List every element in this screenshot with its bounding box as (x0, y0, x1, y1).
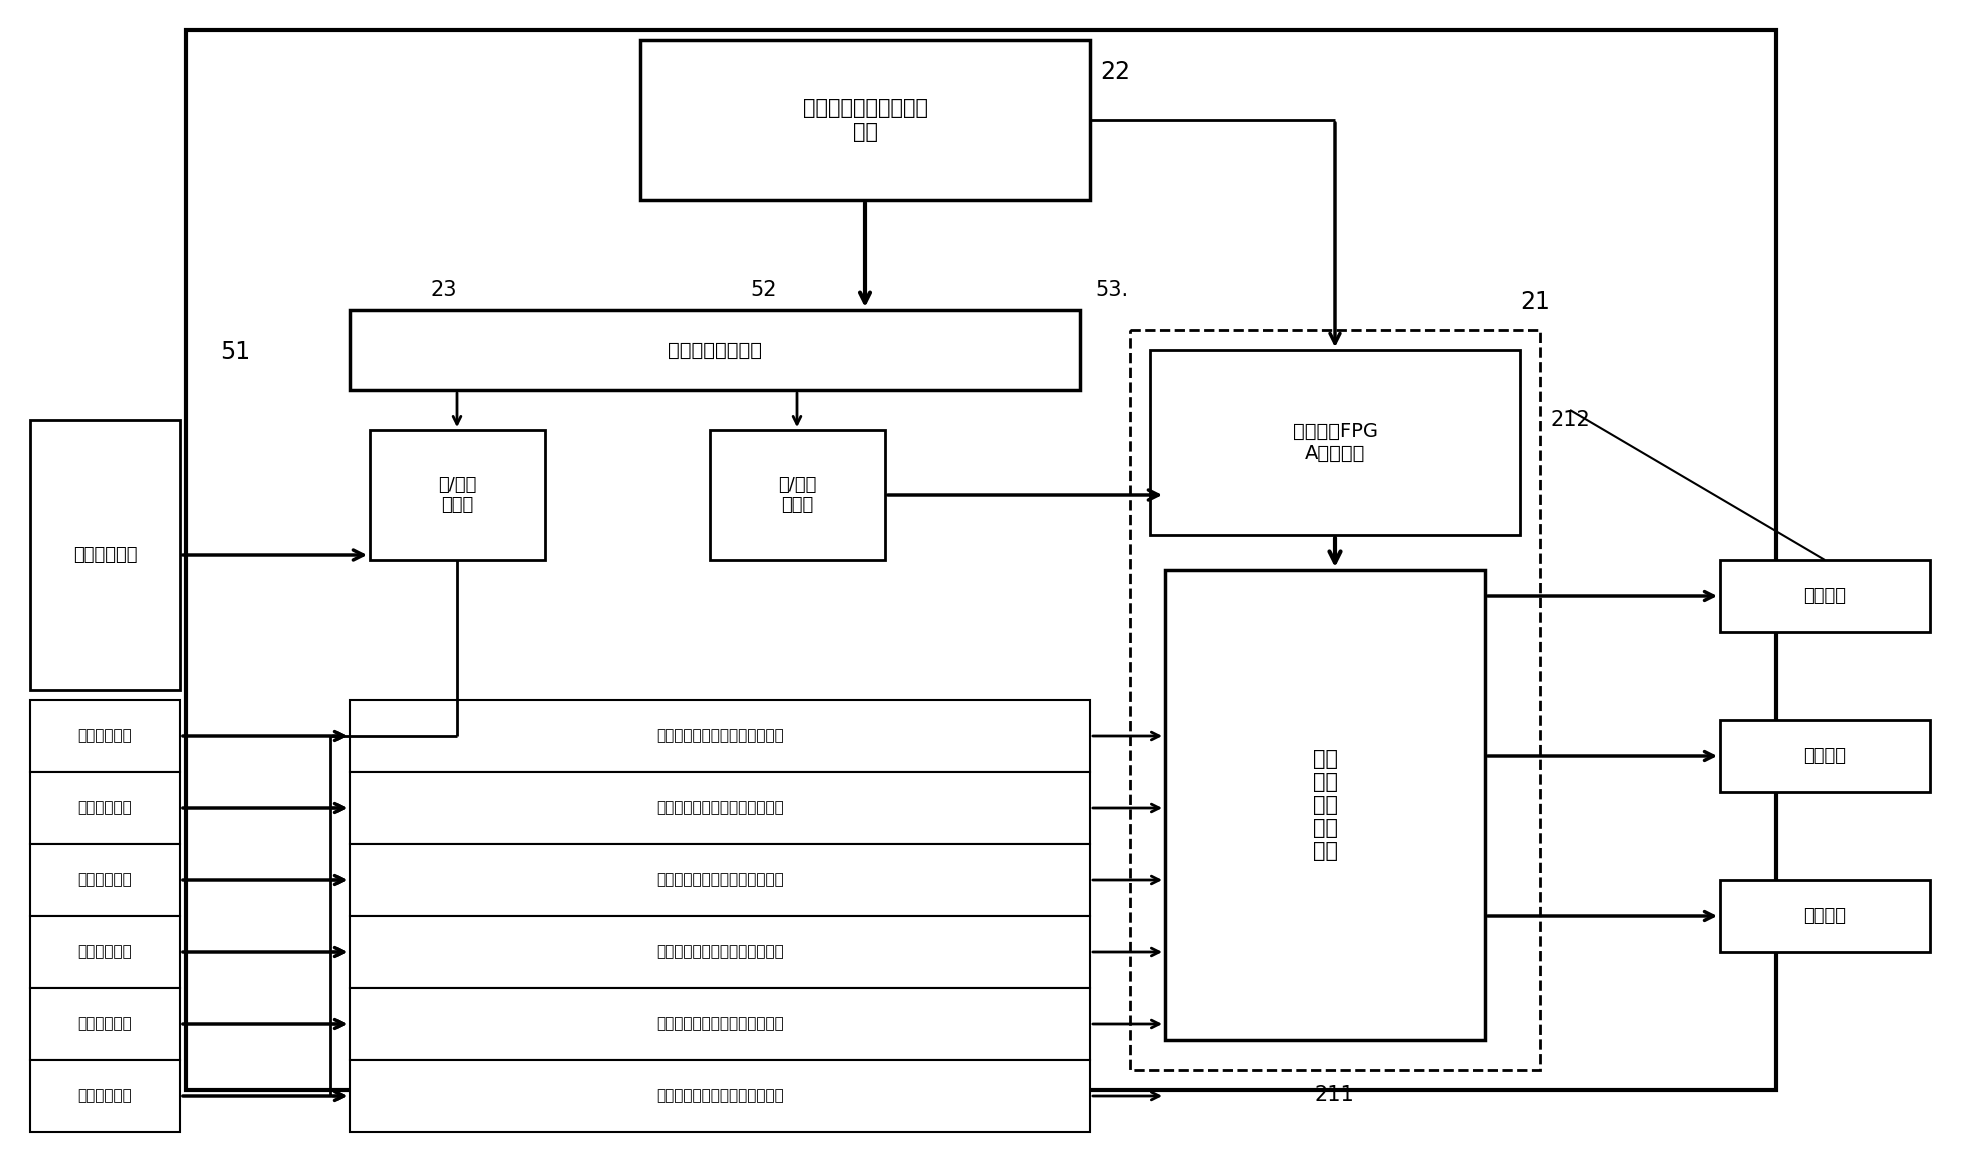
Bar (349, 916, 1089, 988)
Text: 下行链路信道衰落特性模拟部分: 下行链路信道衰落特性模拟部分 (655, 945, 783, 960)
Text: 52: 52 (750, 280, 775, 300)
Bar (349, 772, 1089, 844)
Bar (30, 699, 180, 772)
Bar (30, 1060, 180, 1133)
Text: 下行链路信道衰落特性模拟部分: 下行链路信道衰落特性模拟部分 (655, 1017, 783, 1032)
Bar (349, 844, 1089, 916)
Text: 卫星波束输入: 卫星波束输入 (73, 547, 138, 564)
Text: 模/数转
换模块: 模/数转 换模块 (438, 476, 475, 514)
Bar (30, 988, 180, 1060)
Text: 51: 51 (219, 340, 251, 364)
Text: 23: 23 (430, 280, 456, 300)
Text: 卫星波束输入: 卫星波束输入 (77, 945, 132, 960)
Text: 21: 21 (1519, 290, 1549, 314)
Bar (710, 430, 884, 560)
Bar (349, 1060, 1089, 1133)
Text: 用户终端: 用户终端 (1803, 587, 1845, 604)
Text: 卫星波束输入: 卫星波束输入 (77, 728, 132, 743)
Text: 212: 212 (1549, 410, 1588, 430)
Bar (349, 310, 1079, 390)
Bar (1150, 350, 1519, 535)
Bar (30, 420, 180, 690)
Bar (30, 772, 180, 844)
Text: 下行链路仿真控制代理
部分: 下行链路仿真控制代理 部分 (803, 98, 927, 141)
Text: 六入
三出
信道
切换
矩阵: 六入 三出 信道 切换 矩阵 (1312, 748, 1338, 862)
Bar (30, 844, 180, 916)
Bar (30, 916, 180, 988)
Bar (1164, 570, 1484, 1040)
Text: 22: 22 (1099, 60, 1129, 85)
Text: 数字信号处理模块: 数字信号处理模块 (667, 340, 762, 359)
Text: 卫星波束输入: 卫星波束输入 (77, 1017, 132, 1032)
Text: 卫星波束输入: 卫星波束输入 (77, 800, 132, 815)
Text: 下行链路信道衰落特性模拟部分: 下行链路信道衰落特性模拟部分 (655, 728, 783, 743)
Text: 下行链路FPG
A控制模块: 下行链路FPG A控制模块 (1292, 422, 1377, 463)
Text: 下行链路信道衰落特性模拟部分: 下行链路信道衰落特性模拟部分 (655, 1089, 783, 1104)
Text: 卫星波束输入: 卫星波束输入 (77, 872, 132, 887)
Text: 数/模转
换模块: 数/模转 换模块 (777, 476, 817, 514)
Text: 53.: 53. (1095, 280, 1127, 300)
Text: 卫星波束输入: 卫星波束输入 (77, 1089, 132, 1104)
Bar (1718, 560, 1930, 632)
Bar (349, 699, 1089, 772)
Text: 下行链路信道衰落特性模拟部分: 下行链路信道衰落特性模拟部分 (655, 800, 783, 815)
Bar (369, 430, 545, 560)
Bar (185, 30, 1776, 1090)
Bar (1718, 720, 1930, 792)
Bar (1129, 330, 1539, 1070)
Text: 211: 211 (1314, 1085, 1353, 1105)
Text: 用户终端: 用户终端 (1803, 747, 1845, 765)
Bar (349, 988, 1089, 1060)
Bar (639, 41, 1089, 200)
Text: 用户终端: 用户终端 (1803, 907, 1845, 925)
Text: 下行链路信道衰落特性模拟部分: 下行链路信道衰落特性模拟部分 (655, 872, 783, 887)
Bar (1718, 880, 1930, 952)
